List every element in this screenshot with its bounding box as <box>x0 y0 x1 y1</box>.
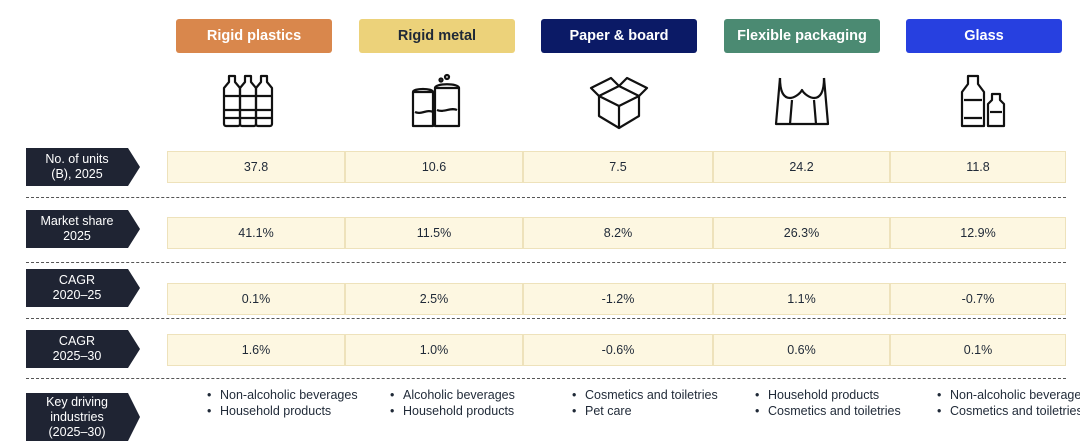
list-item: Household products <box>390 404 558 420</box>
table-cell: 11.8 <box>890 151 1066 183</box>
row-label-0: No. of units (B), 2025 <box>26 148 140 186</box>
industries-list: Non-alcoholic beveragesCosmetics and toi… <box>936 388 1080 419</box>
list-item: Cosmetics and toiletries <box>937 404 1080 420</box>
table-cell: -0.7% <box>890 283 1066 315</box>
table-cell: 1.6% <box>167 334 345 366</box>
list-item: Cosmetics and toiletries <box>572 388 740 404</box>
industries-label: Key driving industries (2025–30) <box>26 393 140 441</box>
table-cell: 26.3% <box>713 217 890 249</box>
table-cell: 0.1% <box>167 283 345 315</box>
list-item: Household products <box>755 388 923 404</box>
row-divider <box>26 197 1066 198</box>
table-cell: 41.1% <box>167 217 345 249</box>
industries-list: Alcoholic beveragesHousehold products <box>389 388 558 419</box>
row-label-2: CAGR 2020–25 <box>26 269 140 307</box>
table-cell: 11.5% <box>345 217 523 249</box>
table-cell: 7.5 <box>523 151 713 183</box>
table-cell: 1.0% <box>345 334 523 366</box>
industries-list: Household productsCosmetics and toiletri… <box>754 388 923 419</box>
column-header-3: Flexible packaging <box>724 19 880 53</box>
row-label-3: CAGR 2025–30 <box>26 330 140 368</box>
list-item: Alcoholic beverages <box>390 388 558 404</box>
plastic-bag-icon <box>770 70 834 134</box>
table-cell: 0.6% <box>713 334 890 366</box>
column-header-4: Glass <box>906 19 1062 53</box>
industries-list: Cosmetics and toiletriesPet care <box>571 388 740 419</box>
table-cell: 8.2% <box>523 217 713 249</box>
table-cell: -1.2% <box>523 283 713 315</box>
column-header-1: Rigid metal <box>359 19 515 53</box>
row-divider <box>26 318 1066 319</box>
table-cell: 1.1% <box>713 283 890 315</box>
row-divider <box>26 262 1066 263</box>
row-divider <box>26 378 1066 379</box>
table-cell: 10.6 <box>345 151 523 183</box>
list-item: Non-alcoholic beverages <box>207 388 375 404</box>
list-item: Cosmetics and toiletries <box>755 404 923 420</box>
table-cell: 37.8 <box>167 151 345 183</box>
table-cell: 24.2 <box>713 151 890 183</box>
cardboard-box-icon <box>587 70 651 134</box>
column-header-0: Rigid plastics <box>176 19 332 53</box>
table-cell: 2.5% <box>345 283 523 315</box>
table-cell: -0.6% <box>523 334 713 366</box>
row-label-1: Market share 2025 <box>26 210 140 248</box>
list-item: Household products <box>207 404 375 420</box>
list-item: Pet care <box>572 404 740 420</box>
column-header-2: Paper & board <box>541 19 697 53</box>
industries-list: Non-alcoholic beveragesHousehold product… <box>206 388 375 419</box>
table-cell: 12.9% <box>890 217 1066 249</box>
plastic-bottles-icon <box>222 70 286 134</box>
table-cell: 0.1% <box>890 334 1066 366</box>
metal-cans-icon <box>405 70 469 134</box>
glass-bottles-icon <box>952 70 1016 134</box>
list-item: Non-alcoholic beverages <box>937 388 1080 404</box>
